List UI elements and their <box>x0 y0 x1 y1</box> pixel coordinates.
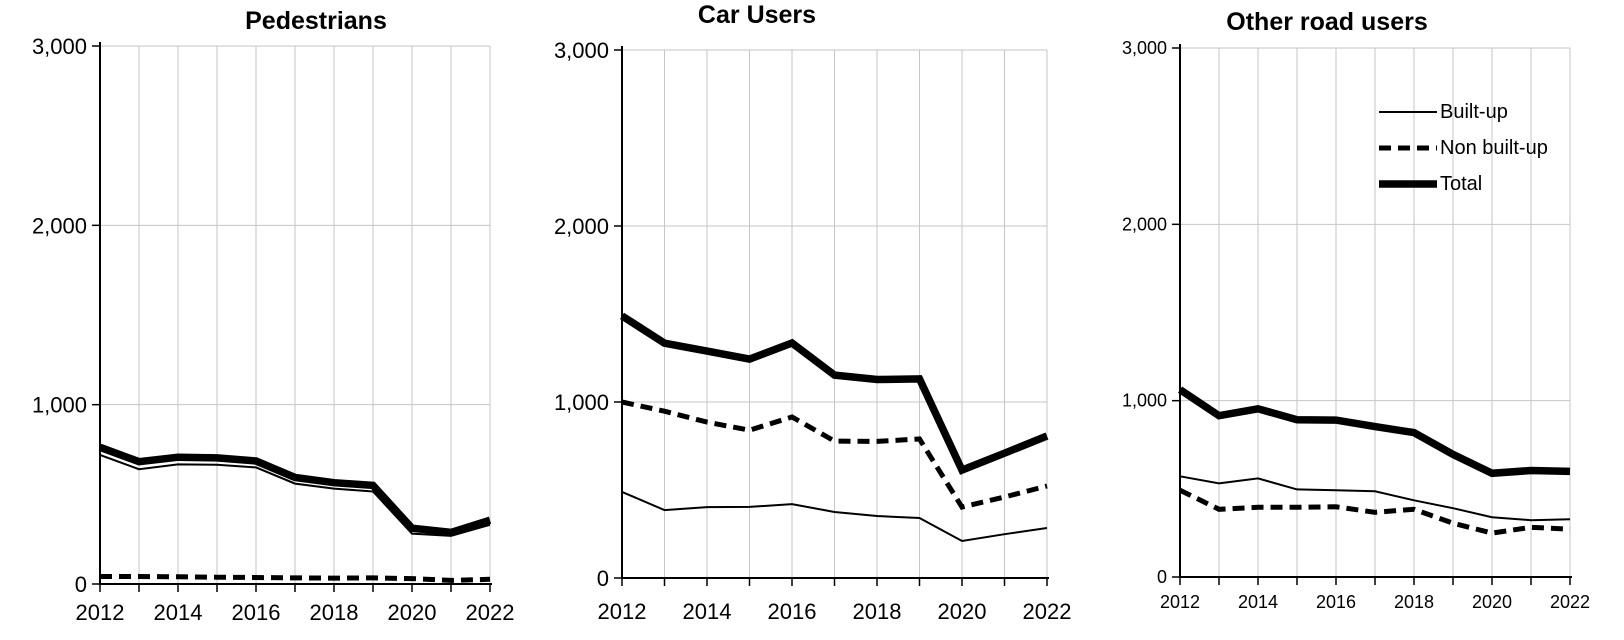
legend-row-built-up: Built-up <box>1379 94 1548 130</box>
legend-label-total: Total <box>1440 172 1483 195</box>
x-tick-label: 2016 <box>768 599 817 624</box>
x-tick-label: 2012 <box>1160 592 1200 612</box>
car-users-thin-line <box>621 490 1048 543</box>
x-tick-label: 2020 <box>938 599 987 624</box>
legend-row-non-built-up: Non built-up <box>1379 130 1548 166</box>
pedestrians-thin-line <box>99 453 491 537</box>
y-tick-label: 0 <box>1157 567 1167 587</box>
built-up-line-sample-icon <box>1379 111 1437 113</box>
pedestrians-dashed-line <box>100 574 491 583</box>
car-users-thick-line <box>619 312 1049 475</box>
y-tick-label: 0 <box>597 566 609 591</box>
y-tick-label: 2,000 <box>554 214 609 239</box>
x-tick-label: 2018 <box>1394 592 1434 612</box>
x-tick-label: 2014 <box>154 600 203 625</box>
x-tick-label: 2018 <box>853 599 902 624</box>
chart-title-car-users: Car Users <box>697 1 817 29</box>
legend-label-non-built-up: Non built-up <box>1440 136 1548 159</box>
pedestrians-thick-line <box>98 443 492 537</box>
other-road-users-dashed-line <box>1178 487 1571 536</box>
y-tick-label: 1,000 <box>1122 391 1167 411</box>
x-tick-label: 2020 <box>388 600 437 625</box>
x-tick-label: 2016 <box>1316 592 1356 612</box>
y-tick-label: 2,000 <box>32 213 87 238</box>
x-tick-label: 2022 <box>1023 599 1072 624</box>
y-tick-label: 3,000 <box>32 34 87 59</box>
y-tick-label: 3,000 <box>1122 38 1167 58</box>
y-tick-label: 3,000 <box>554 38 609 63</box>
other-road-users-thin-line <box>1179 475 1571 522</box>
x-tick-label: 2012 <box>76 600 125 625</box>
chart-title-pedestrians: Pedestrians <box>245 7 387 35</box>
x-tick-label: 2022 <box>1550 592 1590 612</box>
legend-label-built-up: Built-up <box>1440 100 1508 123</box>
x-tick-label: 2014 <box>1238 592 1278 612</box>
non-built-up-line-sample-icon <box>1379 145 1437 151</box>
car-users-dashed-line <box>621 399 1048 510</box>
x-tick-label: 2020 <box>1472 592 1512 612</box>
x-tick-label: 2012 <box>598 599 647 624</box>
total-line-sample-icon <box>1379 180 1437 188</box>
x-tick-label: 2022 <box>466 600 515 625</box>
x-tick-label: 2018 <box>310 600 359 625</box>
legend-row-total: Total <box>1379 166 1548 202</box>
x-tick-label: 2016 <box>232 600 281 625</box>
x-tick-label: 2014 <box>683 599 732 624</box>
y-tick-label: 0 <box>75 572 87 597</box>
chart-title-other-road-users: Other road users <box>1226 8 1428 36</box>
y-tick-label: 2,000 <box>1122 214 1167 234</box>
legend: Built-up Non built-up Total <box>1379 94 1548 202</box>
y-tick-label: 1,000 <box>32 393 87 418</box>
other-road-users-thick-line <box>1177 386 1571 478</box>
y-tick-label: 1,000 <box>554 390 609 415</box>
